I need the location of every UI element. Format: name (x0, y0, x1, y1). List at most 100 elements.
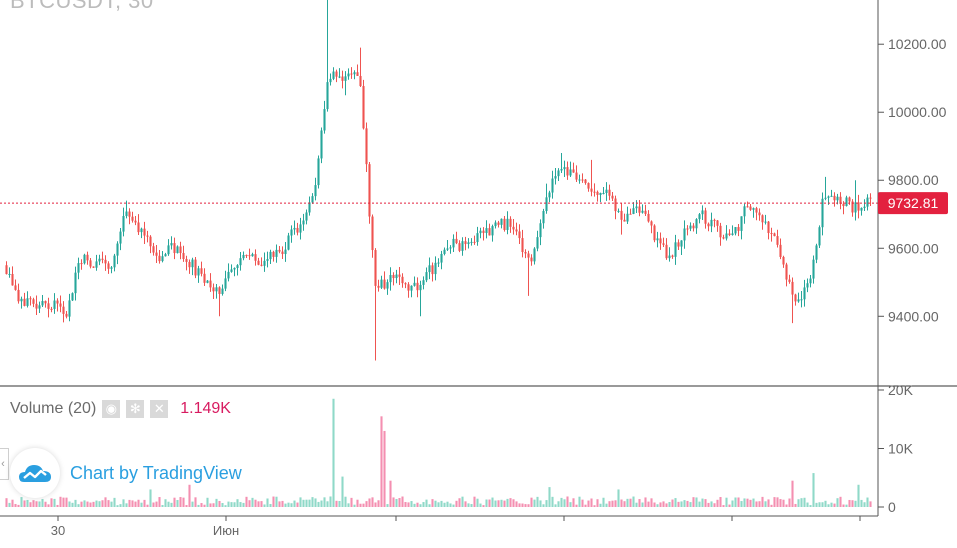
candle-body (62, 306, 65, 314)
volume-bar (26, 499, 29, 507)
candle-body (437, 262, 440, 264)
candle-body (440, 253, 443, 263)
volume-bar (581, 499, 584, 507)
volume-bar (479, 503, 482, 507)
volume-bar (452, 504, 455, 507)
volume-bar (65, 497, 68, 507)
candle-body (599, 193, 602, 195)
tradingview-watermark[interactable]: Chart by TradingView (10, 448, 242, 498)
candle-body (542, 211, 545, 224)
volume-bar (299, 497, 302, 507)
volume-bar (821, 502, 824, 507)
volume-bar (704, 499, 707, 507)
volume-bar (188, 484, 191, 507)
volume-bar (677, 501, 680, 507)
candle-body (323, 109, 326, 131)
candle-body (545, 197, 548, 212)
candle-body (254, 254, 257, 261)
volume-bar (635, 502, 638, 507)
volume-bar (839, 496, 842, 507)
candle-body (200, 268, 203, 274)
candle-body (485, 228, 488, 233)
price-tick-label: 9400.00 (888, 308, 939, 324)
volume-bar (650, 498, 653, 507)
gear-icon[interactable]: ✻ (126, 400, 145, 418)
volume-bar (746, 498, 749, 507)
candle-body (59, 303, 62, 307)
volume-axis-ticks[interactable]: 20K 10K 0 (878, 382, 914, 515)
volume-bar (668, 502, 671, 507)
candle-body (149, 236, 152, 247)
candle-body (779, 244, 782, 257)
close-icon[interactable]: ✕ (150, 400, 169, 418)
volume-bar (311, 497, 314, 507)
volume-bar (827, 504, 830, 507)
volume-bar (629, 498, 632, 507)
volume-bar (74, 499, 77, 507)
candle-body (419, 284, 422, 291)
volume-bar (743, 498, 746, 507)
volume-bar (485, 499, 488, 507)
volume-bar (56, 504, 59, 507)
volume-bar (689, 502, 692, 507)
volume-bar (131, 500, 134, 507)
candle-body (455, 238, 458, 244)
volume-bar (728, 504, 731, 507)
volume-legend-value: 1.149K (180, 400, 231, 417)
volume-bar (32, 500, 35, 507)
candle-body (836, 196, 839, 201)
candle-body (377, 285, 380, 288)
volume-bar (335, 500, 338, 507)
candle-body (191, 259, 194, 268)
candle-body (341, 76, 344, 81)
volume-bar (659, 502, 662, 507)
volume-bar (359, 503, 362, 507)
candle-body (338, 76, 341, 78)
candles[interactable] (5, 0, 872, 361)
candle-body (629, 213, 632, 215)
candle-body (83, 254, 86, 264)
time-axis-ticks[interactable]: 30 Июн (51, 516, 861, 538)
candle-body (20, 298, 23, 302)
candle-body (188, 261, 191, 268)
eye-icon[interactable]: ◉ (102, 400, 121, 418)
candle-body (695, 219, 698, 229)
volume-bar (392, 497, 395, 507)
volume-bar (869, 501, 872, 507)
collapse-left-tab[interactable]: ‹ (0, 448, 9, 480)
price-tick-label: 9600.00 (888, 240, 939, 256)
price-axis-ticks[interactable]: 10200.00 10000.00 9800.00 9600.00 9400.00 (878, 36, 947, 324)
candle-body (110, 267, 113, 269)
candle-body (482, 230, 485, 233)
volume-bar (257, 501, 260, 507)
volume-bar (413, 503, 416, 507)
candle-body (740, 216, 743, 231)
volume-bar (620, 499, 623, 507)
volume-bar (14, 503, 17, 507)
candle-body (554, 176, 557, 179)
volume-bar (437, 502, 440, 507)
volume-bar (401, 496, 404, 507)
candle-body (164, 254, 167, 257)
volume-bar (218, 500, 221, 507)
volume-bar (338, 501, 341, 507)
candle-body (116, 243, 119, 256)
candle-body (827, 196, 830, 198)
volume-bar (680, 501, 683, 507)
volume-bar (521, 503, 524, 507)
candle-body (746, 206, 749, 208)
candle-body (8, 273, 11, 275)
volume-bar (467, 503, 470, 507)
volume-bar (167, 501, 170, 507)
candle-body (851, 201, 854, 213)
candle-body (380, 279, 383, 288)
candle-body (527, 253, 530, 258)
candle-body (86, 254, 89, 261)
candle-body (473, 241, 476, 243)
candle-body (506, 218, 509, 230)
candle-body (128, 211, 131, 217)
volume-bar (182, 497, 185, 507)
candle-body (158, 255, 161, 262)
volume-bar (425, 499, 428, 507)
volume-bar (602, 497, 605, 507)
